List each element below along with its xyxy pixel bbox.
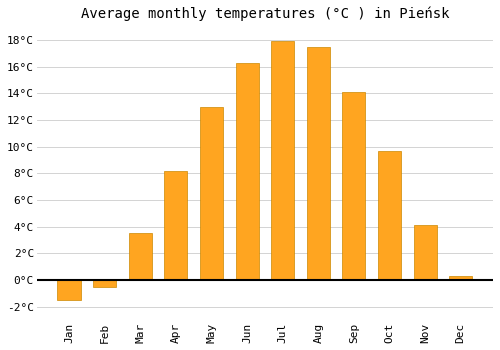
Bar <box>200 107 223 280</box>
Bar <box>93 280 116 287</box>
Bar <box>58 280 80 300</box>
Bar <box>271 41 294 280</box>
Bar <box>449 276 472 280</box>
Bar <box>306 47 330 280</box>
Bar <box>342 92 365 280</box>
Bar <box>128 233 152 280</box>
Bar <box>378 151 401 280</box>
Bar <box>414 225 436 280</box>
Bar <box>164 171 188 280</box>
Bar <box>236 63 258 280</box>
Title: Average monthly temperatures (°C ) in Pieńsk: Average monthly temperatures (°C ) in Pi… <box>80 7 449 21</box>
